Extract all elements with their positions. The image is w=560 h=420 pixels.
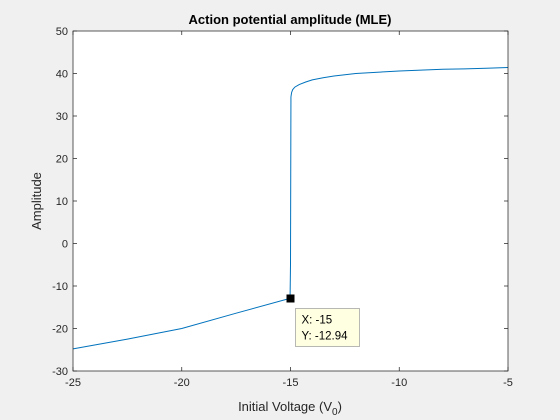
datatip-x-label: X: -15 [302,314,333,326]
x-axis-title-subscript: 0 [332,407,338,418]
chart-title: Action potential amplitude (MLE) [189,12,392,27]
y-tick-label: -20 [52,324,68,336]
x-axis-title-close: ) [338,399,342,414]
y-tick-label: 10 [56,196,68,208]
y-tick-label: -30 [52,366,68,378]
y-tick-label: 20 [56,154,68,166]
ticks-layer: -25 -20 -15 -10 -5 -30 -20 -10 0 10 20 30 40 50 [52,26,513,389]
x-tick-label: -15 [283,377,299,389]
y-tick-label: 40 [56,69,68,81]
y-tick-label: 30 [56,111,68,123]
y-tick-label: 50 [56,26,68,38]
x-tick-label: -20 [174,377,190,389]
y-tick-label: 0 [62,239,68,251]
x-axis-title-main: Initial Voltage (V [238,399,332,414]
datatip-layer[interactable]: X: -15 Y: -12.94 [286,294,360,347]
x-tick-label: -10 [391,377,407,389]
x-tick-label: -5 [503,377,513,389]
x-axis-title: Initial Voltage (V0) [238,399,342,418]
datatip-marker [286,294,295,303]
y-axis-title: Amplitude [29,172,44,230]
datatip-y-label: Y: -12.94 [302,330,349,342]
plot-box [72,30,509,372]
datatip-box [295,308,360,347]
y-tick-label: -10 [52,281,68,293]
x-tick-label: -25 [65,377,81,389]
